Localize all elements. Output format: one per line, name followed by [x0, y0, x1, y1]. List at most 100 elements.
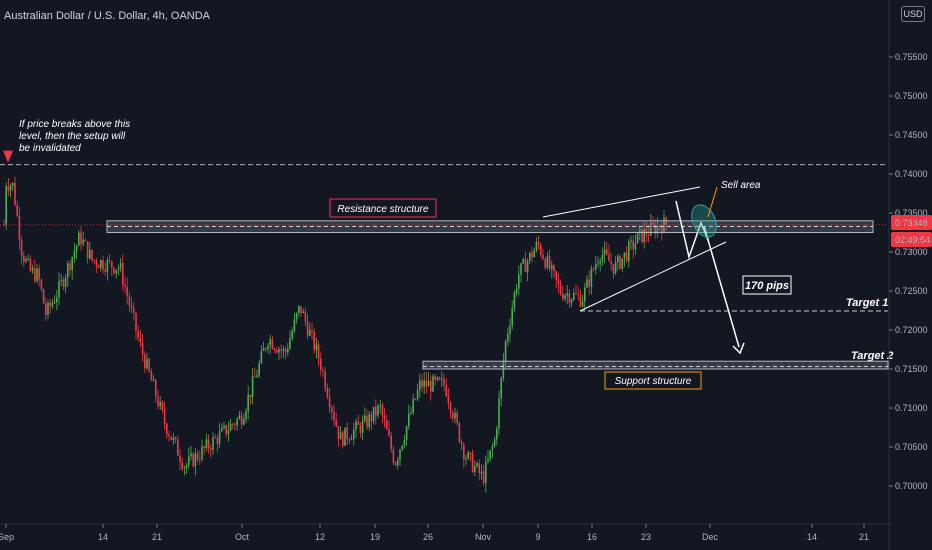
candle-body [194, 453, 197, 467]
candle-body [489, 450, 491, 459]
candle-body [16, 204, 18, 216]
candle-body [540, 244, 542, 255]
price-axis-label: 0.70500 [895, 442, 928, 452]
candle-body [634, 243, 637, 250]
candle-body [566, 293, 568, 296]
candle-body [434, 376, 436, 380]
candle-body [366, 415, 368, 428]
candle-body [441, 378, 443, 380]
candle-body [291, 330, 293, 339]
candle-body [298, 305, 300, 314]
candle-body [135, 313, 137, 332]
candle-body [247, 394, 249, 412]
candle-body [295, 313, 298, 320]
pips-box [742, 275, 792, 295]
candle-body [467, 452, 469, 459]
candle-body [515, 288, 518, 293]
candle-body [456, 412, 458, 423]
candle-body [372, 406, 375, 422]
candle-body [207, 439, 210, 449]
candle-body [91, 249, 93, 260]
candle-body [344, 427, 346, 446]
candle-body [546, 256, 549, 268]
candle-body [500, 377, 502, 399]
candle-body [639, 229, 641, 234]
candle-body [27, 258, 29, 260]
target1-label: Target 1 [846, 297, 888, 309]
candle-body [139, 337, 142, 343]
candle-body [93, 259, 95, 261]
candle-body [452, 412, 454, 419]
candle-body [313, 331, 315, 351]
candle-body [610, 261, 612, 265]
candle-body [122, 262, 124, 286]
candle-body [31, 268, 34, 271]
candle-body [69, 263, 71, 271]
candle-body [533, 250, 535, 258]
candle-body [383, 415, 386, 421]
candle-body [379, 405, 381, 407]
wedge-lower-line[interactable] [579, 241, 727, 312]
candle-body [251, 376, 254, 397]
candle-body [419, 380, 421, 390]
candle-body [416, 389, 419, 400]
price-axis-label: 0.72500 [895, 286, 928, 296]
candle-body [137, 331, 139, 338]
candle-body [460, 441, 463, 445]
candle-body [394, 462, 397, 466]
candle-body [410, 412, 412, 414]
candle-body [271, 339, 274, 349]
candle-body [522, 259, 524, 264]
support-label-box [604, 371, 702, 390]
candle-body [238, 415, 241, 419]
resistance-label: Resistance structure [337, 204, 429, 215]
candle-body [179, 455, 181, 463]
candle-body [504, 341, 507, 361]
candle-body [245, 411, 247, 420]
candle-body [221, 427, 223, 432]
candle-body [623, 252, 626, 259]
candle-body [188, 456, 190, 466]
candle-body [403, 440, 406, 446]
time-axis-label: 19 [370, 532, 380, 542]
candle-body [636, 233, 639, 244]
candle-body [425, 380, 428, 387]
countdown-value: 02:49:54 [895, 235, 930, 245]
candle-body [199, 459, 201, 461]
support-zone[interactable] [422, 360, 889, 370]
candle-body [203, 446, 205, 448]
candle-body [597, 263, 599, 265]
candle-body [474, 466, 476, 473]
time-axis-label: Dec [702, 532, 719, 542]
sell-area-ellipse[interactable] [687, 201, 721, 241]
candle-body [117, 268, 120, 270]
candle-body [621, 258, 623, 269]
candle-body [232, 423, 234, 425]
candle-body [559, 284, 562, 294]
candle-body [243, 419, 245, 425]
candle-body [256, 375, 258, 378]
target2-label: Target 2 [851, 350, 893, 362]
wedge-upper-line[interactable] [542, 186, 701, 218]
candle-body [229, 423, 232, 431]
candle-body [278, 349, 280, 353]
candle-body [111, 260, 113, 268]
time-axis-label: 21 [152, 532, 162, 542]
candle-body [663, 217, 665, 234]
candle-body [498, 398, 500, 429]
candle-body [496, 428, 498, 440]
currency-button[interactable]: USD [901, 6, 925, 22]
candle-body [537, 242, 540, 245]
candle-body [82, 239, 84, 245]
candle-body [36, 268, 38, 282]
candle-body [161, 401, 164, 410]
candle-body [377, 405, 379, 416]
candle-body [359, 424, 362, 433]
time-axis-label: Oct [235, 532, 250, 542]
candle-body [414, 398, 417, 400]
candle-body [641, 229, 643, 243]
candle-body [397, 459, 399, 466]
candle-body [368, 414, 370, 428]
